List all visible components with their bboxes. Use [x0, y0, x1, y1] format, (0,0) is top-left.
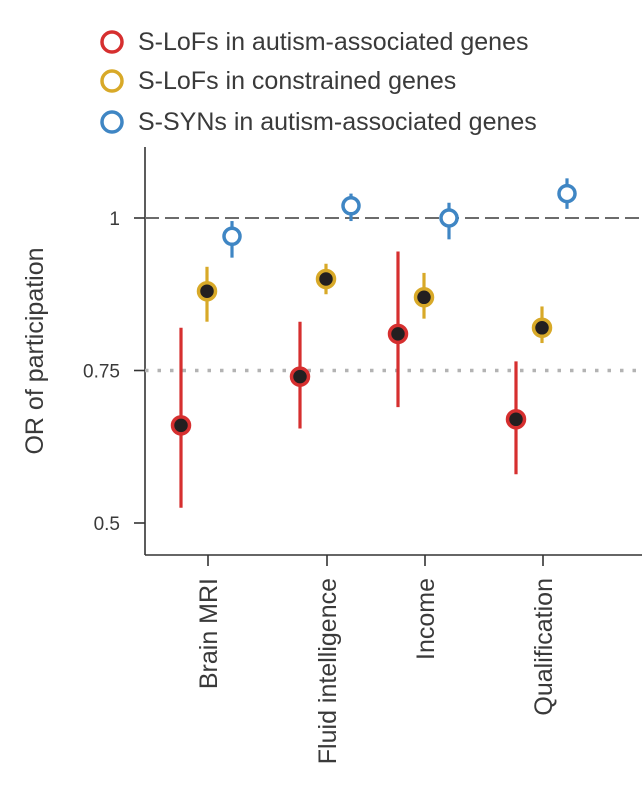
point-s-syns-in-autism-associated-genes-fluid-intelligence: [341, 196, 361, 216]
category-label-fluid-intelligence: Fluid intelligence: [314, 578, 342, 764]
point-s-lofs-in-constrained-genes-fluid-intelligence: [315, 268, 337, 290]
data-marks: [170, 178, 577, 508]
category-label-brain-mri: Brain MRI: [195, 578, 223, 689]
y-tick-label-1: 1: [109, 209, 120, 230]
legend-marker-s-lofs-autism: [100, 30, 124, 54]
reference-lines: [145, 217, 642, 373]
point-s-lofs-in-autism-associated-genes-qualification: [505, 409, 527, 430]
axes: [144, 147, 642, 556]
y-ticks: 0.5 0.75 1: [83, 209, 145, 535]
point-s-lofs-in-constrained-genes-qualification: [531, 317, 553, 339]
point-s-syns-in-autism-associated-genes-brain-mri: [222, 226, 242, 247]
point-s-lofs-in-constrained-genes-income: [413, 287, 435, 308]
legend-label-s-syns-autism: S-SYNs in autism-associated genes: [138, 108, 537, 136]
point-s-syns-in-autism-associated-genes-income: [439, 208, 459, 228]
legend-marker-s-lofs-constrained: [100, 69, 124, 93]
legend: S-LoFs in autism-associated genes S-LoFs…: [100, 28, 537, 136]
point-s-lofs-in-autism-associated-genes-income: [387, 323, 409, 345]
legend-marker-s-syns-autism: [100, 110, 124, 134]
y-axis-label: OR of participation: [21, 247, 49, 454]
category-labels: Brain MRI Fluid intelligence Income Qualifi…: [195, 555, 558, 764]
point-s-lofs-in-constrained-genes-brain-mri: [196, 280, 218, 302]
y-tick-label-0-5: 0.5: [94, 514, 120, 535]
point-s-lofs-in-autism-associated-genes-brain-mri: [170, 415, 192, 436]
legend-label-s-lofs-constrained: S-LoFs in constrained genes: [138, 67, 456, 95]
point-s-lofs-in-autism-associated-genes-fluid-intelligence: [289, 366, 311, 387]
point-s-syns-in-autism-associated-genes-qualification: [557, 183, 577, 204]
category-label-income: Income: [412, 578, 440, 660]
y-tick-label-0-75: 0.75: [83, 362, 120, 383]
legend-label-s-lofs-autism: S-LoFs in autism-associated genes: [138, 28, 528, 56]
category-label-qualification: Qualification: [530, 578, 558, 716]
